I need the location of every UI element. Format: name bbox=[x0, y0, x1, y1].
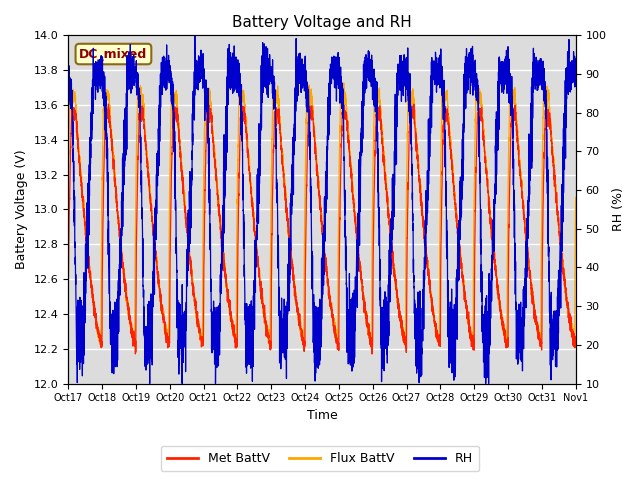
Y-axis label: RH (%): RH (%) bbox=[612, 188, 625, 231]
Legend: Met BattV, Flux BattV, RH: Met BattV, Flux BattV, RH bbox=[161, 446, 479, 471]
Title: Battery Voltage and RH: Battery Voltage and RH bbox=[232, 15, 412, 30]
X-axis label: Time: Time bbox=[307, 409, 337, 422]
Text: DC_mixed: DC_mixed bbox=[79, 48, 148, 60]
Y-axis label: Battery Voltage (V): Battery Voltage (V) bbox=[15, 150, 28, 269]
